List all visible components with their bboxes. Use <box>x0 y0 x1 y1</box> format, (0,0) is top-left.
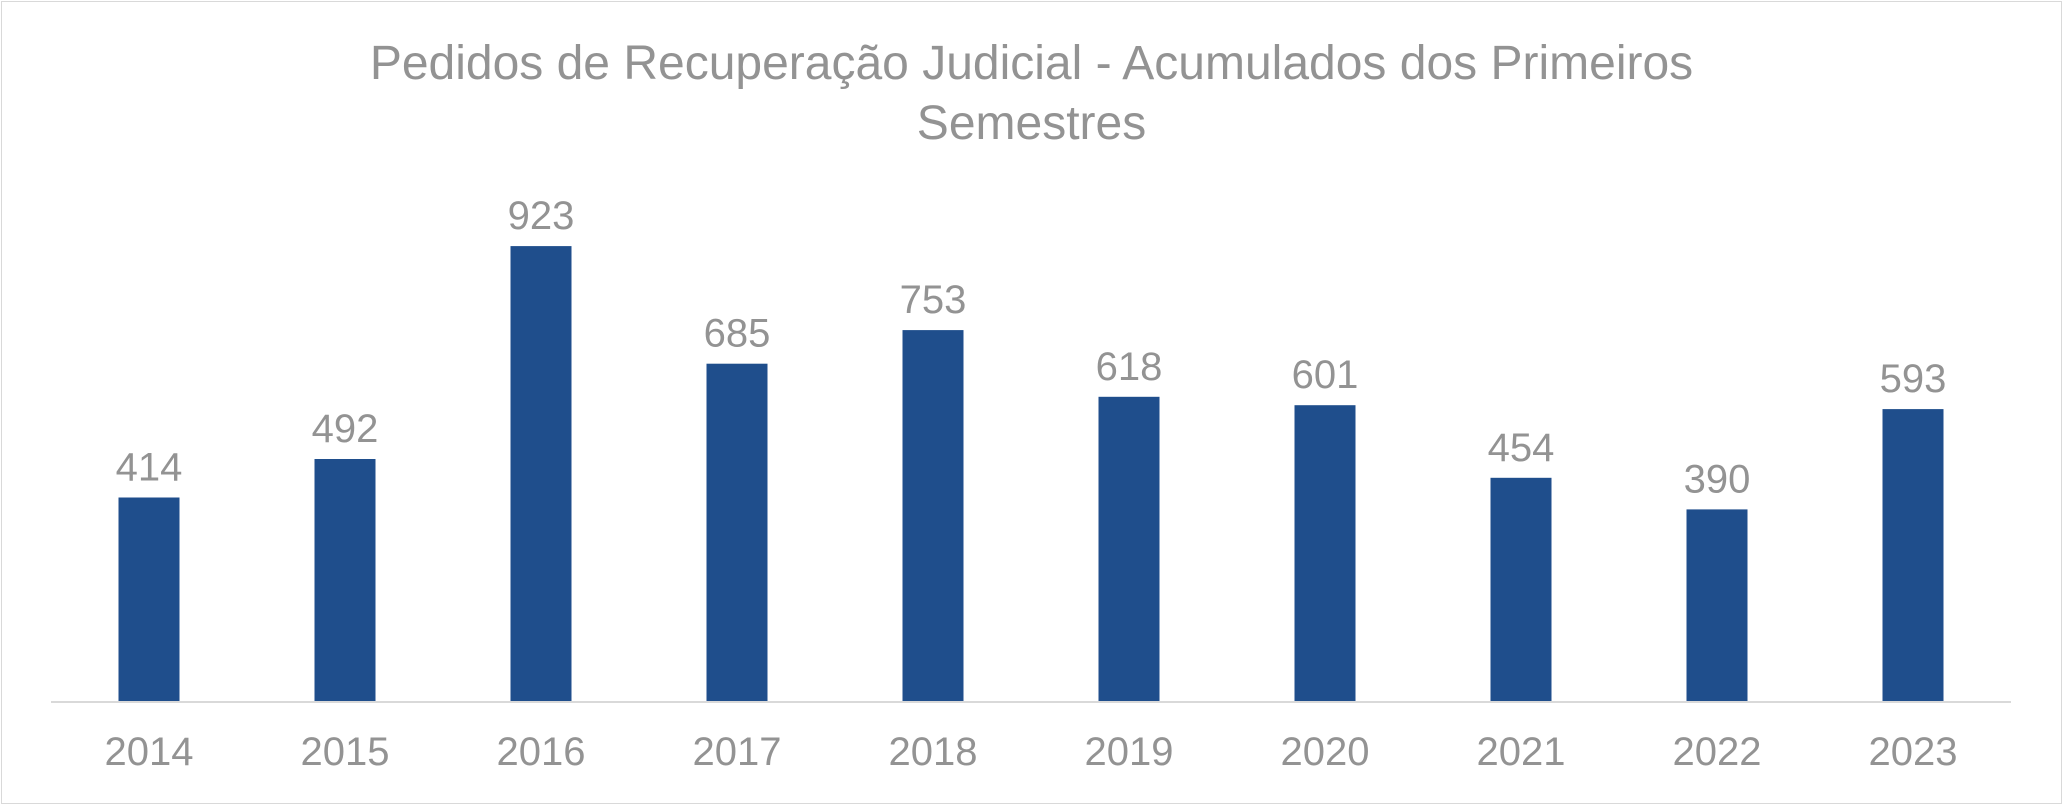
bar-2019 <box>1098 396 1160 702</box>
bar-2022 <box>1686 509 1748 702</box>
x-tick-label-2018: 2018 <box>889 730 978 774</box>
data-label-2015: 492 <box>312 407 379 451</box>
chart-title: Pedidos de Recuperação Judicial - Acumul… <box>0 34 2063 154</box>
x-tick-label-2015: 2015 <box>301 730 390 774</box>
data-label-2016: 923 <box>508 194 575 238</box>
x-tick-label-2016: 2016 <box>497 730 586 774</box>
x-tick-label-2023: 2023 <box>1869 730 1958 774</box>
bar-2015 <box>314 459 376 702</box>
bars-layer <box>118 246 1944 702</box>
data-label-2023: 593 <box>1880 357 1947 401</box>
data-label-2022: 390 <box>1684 457 1751 501</box>
x-tick-label-2019: 2019 <box>1085 730 1174 774</box>
x-tick-label-2020: 2020 <box>1281 730 1370 774</box>
data-label-2014: 414 <box>116 446 183 490</box>
chart-title-line-2: Semestres <box>916 97 1147 150</box>
x-tick-label-2017: 2017 <box>693 730 782 774</box>
data-labels-layer: 414 492 923 685 753 618 601 454 390 593 <box>116 194 1947 501</box>
data-label-2021: 454 <box>1488 426 1555 470</box>
bar-2018 <box>902 330 964 702</box>
bar-2016 <box>510 246 572 702</box>
x-tick-label-2021: 2021 <box>1477 730 1566 774</box>
bar-2023 <box>1882 409 1944 702</box>
data-label-2020: 601 <box>1292 353 1359 397</box>
bar-2021 <box>1490 477 1552 702</box>
data-label-2019: 618 <box>1096 345 1163 389</box>
data-label-2017: 685 <box>704 312 771 356</box>
data-label-2018: 753 <box>900 278 967 322</box>
x-tick-label-2014: 2014 <box>105 730 194 774</box>
chart-title-line-1: Pedidos de Recuperação Judicial - Acumul… <box>369 37 1694 90</box>
bar-2020 <box>1294 405 1356 702</box>
x-tick-label-2022: 2022 <box>1673 730 1762 774</box>
bar-2017 <box>706 363 768 702</box>
bar-2014 <box>118 497 180 702</box>
x-tick-labels-layer: 2014 2015 2016 2017 2018 2019 2020 2021 2022 2023 <box>105 730 1958 774</box>
